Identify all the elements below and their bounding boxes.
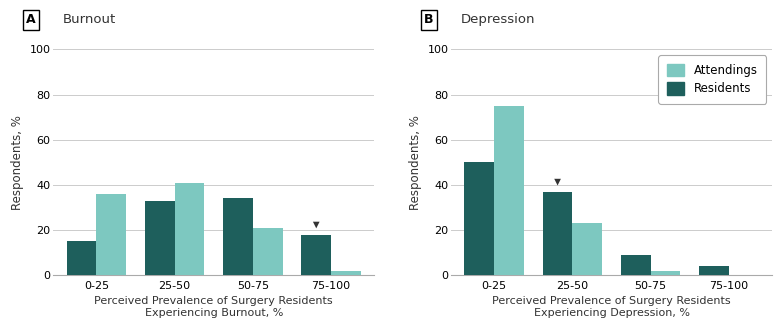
Bar bbox=[464, 162, 494, 275]
Bar bbox=[621, 255, 651, 275]
Bar bbox=[699, 266, 729, 275]
Text: Burnout: Burnout bbox=[63, 13, 117, 27]
Bar bbox=[494, 106, 524, 275]
Bar bbox=[175, 183, 204, 275]
X-axis label: Perceived Prevalence of Surgery Residents
Experiencing Burnout, %: Perceived Prevalence of Surgery Resident… bbox=[95, 296, 333, 318]
Text: Depression: Depression bbox=[461, 13, 536, 27]
Text: B: B bbox=[424, 13, 434, 27]
Y-axis label: Respondents, %: Respondents, % bbox=[11, 115, 24, 210]
Bar bbox=[223, 198, 253, 275]
Text: A: A bbox=[26, 13, 36, 27]
Bar bbox=[651, 271, 680, 275]
Bar bbox=[331, 271, 361, 275]
X-axis label: Perceived Prevalence of Surgery Residents
Experiencing Depression, %: Perceived Prevalence of Surgery Resident… bbox=[493, 296, 731, 318]
Y-axis label: Respondents, %: Respondents, % bbox=[409, 115, 422, 210]
Bar bbox=[96, 194, 126, 275]
Bar bbox=[301, 235, 331, 275]
Bar bbox=[145, 201, 175, 275]
Bar bbox=[543, 191, 572, 275]
Bar bbox=[67, 241, 96, 275]
Bar bbox=[253, 228, 283, 275]
Bar bbox=[572, 223, 602, 275]
Legend: Attendings, Residents: Attendings, Residents bbox=[659, 55, 766, 104]
